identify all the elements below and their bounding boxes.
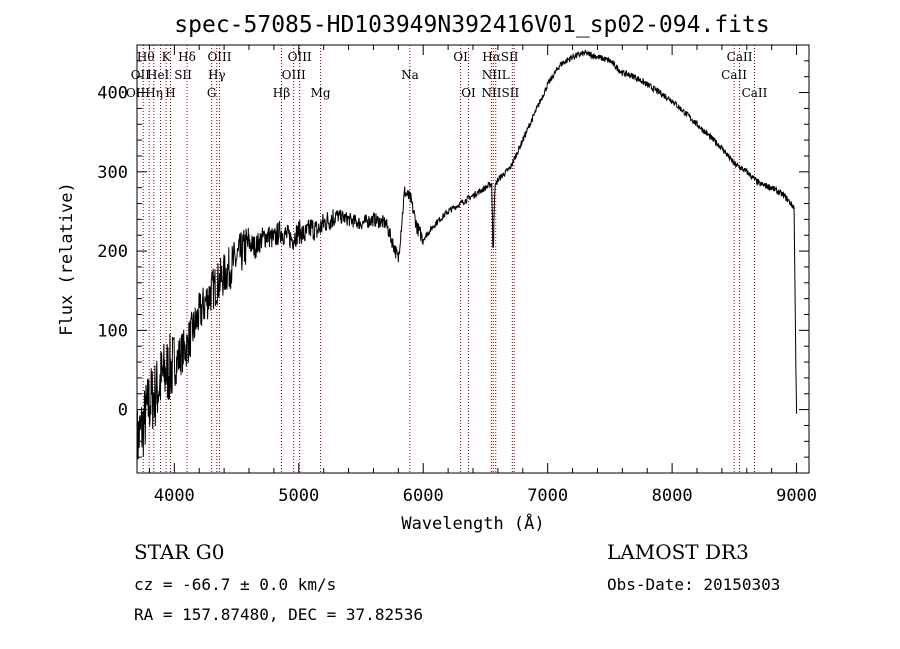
y-tick-label-0: 0 — [118, 401, 128, 421]
observation-date: Obs-Date: 20150303 — [607, 575, 781, 594]
y-tick-label-400: 400 — [97, 84, 128, 104]
emission-line-markers — [142, 45, 755, 473]
x-tick-label-4000: 4000 — [154, 486, 195, 506]
plot-frame — [136, 44, 810, 474]
ra-dec: RA = 157.87480, DEC = 37.82536 — [134, 605, 423, 624]
line-label-mg: Mg — [311, 86, 331, 100]
y-tick-label-200: 200 — [97, 242, 128, 262]
line-label-na: Na — [401, 68, 419, 82]
redshift-cz: cz = -66.7 ± 0.0 km/s — [134, 575, 337, 594]
y-tick-label-100: 100 — [97, 321, 128, 341]
x-tick-label-9000: 9000 — [776, 486, 817, 506]
line-label-h: H — [165, 86, 175, 100]
line-label-caii: CaII — [727, 50, 753, 64]
line-label-g: G — [207, 86, 217, 100]
line-label-niil: NIIL — [482, 68, 510, 82]
x-axis-label: Wavelength (Å) — [401, 512, 544, 534]
line-label-niisii: NIISII — [482, 86, 520, 100]
x-tick-label-5000: 5000 — [278, 486, 319, 506]
y-axis-label: Flux (relative) — [57, 182, 77, 336]
line-label-oiii: OIII — [207, 50, 231, 64]
line-label-hθ: Hθ — [137, 50, 155, 64]
line-label-oiii: OIII — [282, 68, 306, 82]
line-label-sii: SII — [174, 68, 192, 82]
line-label-hei: HeI — [147, 68, 170, 82]
line-label-oiii: OIII — [288, 50, 312, 64]
survey-name: LAMOST DR3 — [607, 540, 749, 564]
line-label-hαsii: HαSII — [482, 50, 519, 64]
chart-title: spec-57085-HD103949N392416V01_sp02-094.f… — [174, 12, 769, 38]
object-class: STAR G0 — [134, 540, 225, 564]
line-label-oi: OI — [461, 86, 476, 100]
x-tick-label-6000: 6000 — [403, 486, 444, 506]
line-label-hδ: Hδ — [178, 50, 196, 64]
x-tick-label-7000: 7000 — [527, 486, 568, 506]
spectrum-trace — [136, 49, 798, 474]
axis-ticks: 4000 5000 6000 7000 8000 9000 0 100 200 300 400 — [97, 45, 817, 506]
line-label-caii: CaII — [721, 68, 747, 82]
line-label-oi: OI — [453, 50, 468, 64]
line-label-caii: CaII — [742, 86, 768, 100]
line-label-oii: OII — [131, 68, 151, 82]
line-label-k: K — [162, 50, 172, 64]
line-label-hγ: Hγ — [208, 68, 226, 82]
line-label-hβ: Hβ — [273, 86, 290, 100]
y-tick-label-300: 300 — [97, 163, 128, 183]
x-tick-label-8000: 8000 — [652, 486, 693, 506]
